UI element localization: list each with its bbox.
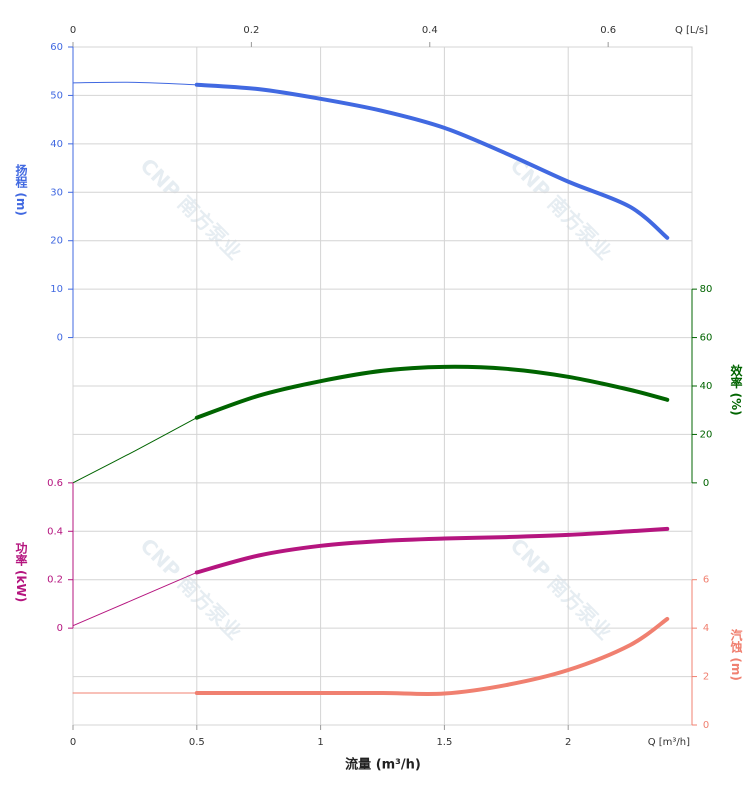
y-tick-label: 60 [50, 42, 63, 53]
curve [194, 82, 670, 240]
y-tick-label: 6 [703, 575, 709, 586]
y-axis-title: 汽蚀 (m) [729, 628, 743, 681]
y-tick-label: 0 [57, 333, 63, 344]
curve [194, 616, 670, 697]
x-tick-label: 0.5 [189, 737, 205, 748]
curve-thin [72, 417, 198, 484]
x-unit-label: Q [m³/h] [648, 737, 690, 748]
y-tick-label: 0.4 [47, 526, 63, 537]
y-tick-label: 0.6 [47, 478, 63, 489]
y-axis-title: 功率 (kW) [14, 540, 28, 602]
x-tick-label: 1 [317, 737, 323, 748]
x2-tick-label: 0.4 [422, 25, 438, 36]
x2-unit-label: Q [L/s] [675, 25, 708, 36]
x-tick-label: 0 [70, 737, 76, 748]
y-tick-label: 80 [700, 284, 713, 295]
y-axis-title: 效率 (%) [729, 363, 743, 416]
y-tick-label: 30 [50, 187, 63, 198]
y-tick-label: 0.2 [47, 575, 63, 586]
curve-thin [72, 571, 198, 627]
x2-tick-label: 0.2 [243, 25, 259, 36]
x-tick-label: 1.5 [436, 737, 452, 748]
y-axis-title: 扬程 (m) [14, 163, 28, 216]
curve [194, 364, 670, 420]
y-tick-label: 20 [50, 236, 63, 247]
curve-thin [72, 81, 198, 86]
y-tick-label: 50 [50, 90, 63, 101]
x-tick-label: 2 [565, 737, 571, 748]
y-tick-label: 2 [703, 672, 709, 683]
x-axis-title: 流量 (m³/h) [345, 757, 421, 773]
x2-tick-label: 0 [70, 25, 76, 36]
x2-tick-label: 0.6 [600, 25, 616, 36]
y-tick-label: 0 [57, 623, 63, 634]
y-tick-label: 0 [703, 478, 709, 489]
y-tick-label: 60 [700, 333, 713, 344]
y-tick-label: 4 [703, 623, 709, 634]
y-tick-label: 40 [50, 139, 63, 150]
y-tick-label: 10 [50, 284, 63, 295]
curve [194, 526, 670, 575]
y-tick-label: 40 [700, 381, 713, 392]
y-tick-label: 20 [700, 429, 713, 440]
y-tick-label: 0 [703, 720, 709, 731]
